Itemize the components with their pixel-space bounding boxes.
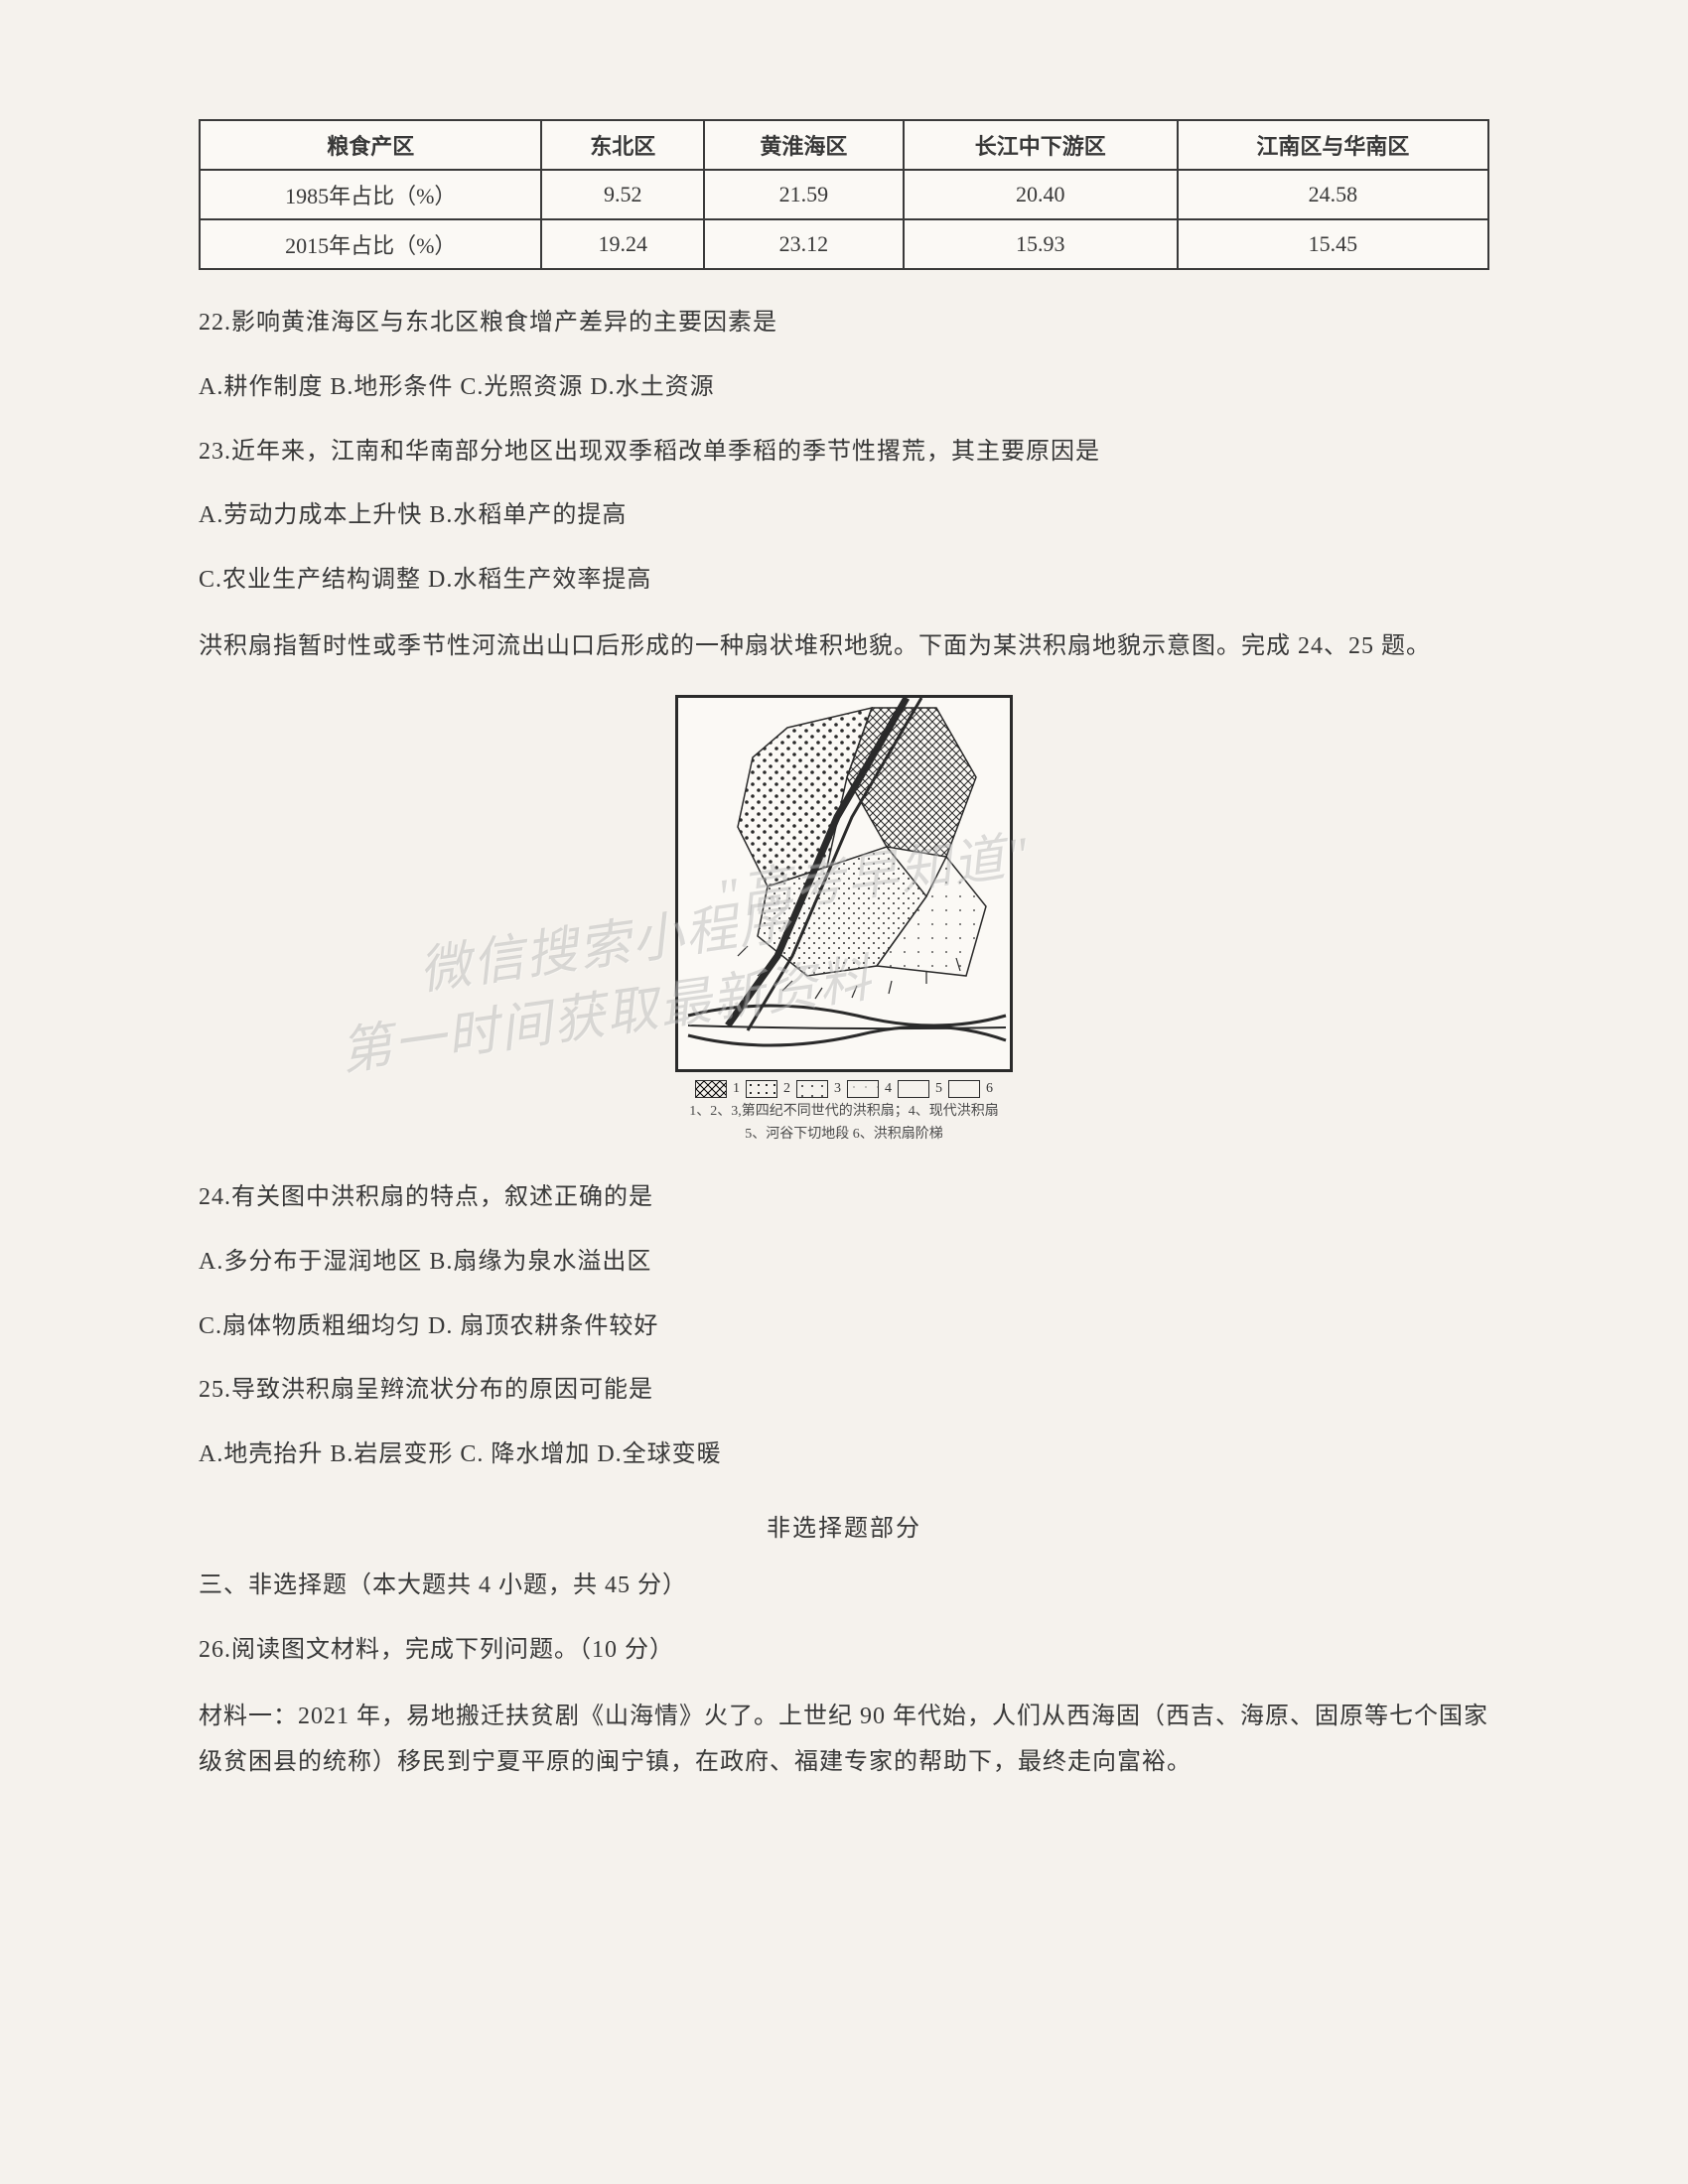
table-cell: 21.59 <box>704 170 904 219</box>
passage-fan: 洪积扇指暂时性或季节性河流出山口后形成的一种扇状堆积地貌。下面为某洪积扇地貌示意… <box>199 623 1489 670</box>
table-row: 2015年占比（%） 19.24 23.12 15.93 15.45 <box>200 219 1488 269</box>
legend-label: 4 <box>885 1081 892 1097</box>
table-row: 1985年占比（%） 9.52 21.59 20.40 24.58 <box>200 170 1488 219</box>
table-cell: 20.40 <box>904 170 1178 219</box>
alluvial-fan-svg <box>678 698 1013 1072</box>
q26-stem: 26.阅读图文材料，完成下列问题。（10 分） <box>199 1627 1489 1674</box>
table-row-label: 1985年占比（%） <box>200 170 541 219</box>
legend-label: 5 <box>935 1081 942 1097</box>
legend-label: 1 <box>733 1081 740 1097</box>
figure-frame <box>675 695 1013 1072</box>
table-cell: 15.45 <box>1178 219 1488 269</box>
legend-swatch <box>746 1080 777 1098</box>
legend-swatch <box>796 1080 828 1098</box>
legend-swatch <box>695 1080 727 1098</box>
q25-options: A.地壳抬升 B.岩层变形 C. 降水增加 D.全球变暖 <box>199 1432 1489 1478</box>
material-1: 材料一：2021 年，易地搬迁扶贫剧《山海情》火了。上世纪 90 年代始，人们从… <box>199 1694 1489 1787</box>
table-header: 东北区 <box>541 120 703 170</box>
q24-options-cd: C.扇体物质粗细均匀 D. 扇顶农耕条件较好 <box>199 1303 1489 1350</box>
table-cell: 15.93 <box>904 219 1178 269</box>
legend-label: 2 <box>783 1081 790 1097</box>
q23-options-ab: A.劳动力成本上升快 B.水稻单产的提高 <box>199 492 1489 539</box>
section2-heading: 非选择题部分 <box>199 1508 1489 1543</box>
legend-label: 3 <box>834 1081 841 1097</box>
figure-legend: 1 2 3 4 5 6 <box>695 1080 993 1098</box>
table-header-row: 粮食产区 东北区 黄淮海区 长江中下游区 江南区与华南区 <box>200 120 1488 170</box>
table-header: 江南区与华南区 <box>1178 120 1488 170</box>
table-row-label: 2015年占比（%） <box>200 219 541 269</box>
legend-swatch <box>898 1080 929 1098</box>
legend-label: 6 <box>986 1081 993 1097</box>
table-cell: 23.12 <box>704 219 904 269</box>
figure-caption-2: 5、河谷下切地段 6、洪积扇阶梯 <box>745 1125 943 1145</box>
q23-stem: 23.近年来，江南和华南部分地区出现双季稻改单季稻的季节性撂荒，其主要原因是 <box>199 429 1489 476</box>
legend-swatch <box>948 1080 980 1098</box>
figure-caption-1: 1、2、3,第四纪不同世代的洪积扇；4、现代洪积扇 <box>689 1102 999 1122</box>
table-cell: 19.24 <box>541 219 703 269</box>
q24-options-ab: A.多分布于湿润地区 B.扇缘为泉水溢出区 <box>199 1239 1489 1286</box>
legend-swatch <box>847 1080 879 1098</box>
q22-stem: 22.影响黄淮海区与东北区粮食增产差异的主要因素是 <box>199 300 1489 346</box>
grain-yield-table: 粮食产区 东北区 黄淮海区 长江中下游区 江南区与华南区 1985年占比（%） … <box>199 119 1489 270</box>
table-header: 黄淮海区 <box>704 120 904 170</box>
table-cell: 9.52 <box>541 170 703 219</box>
table-header: 长江中下游区 <box>904 120 1178 170</box>
table-header: 粮食产区 <box>200 120 541 170</box>
q24-stem: 24.有关图中洪积扇的特点，叙述正确的是 <box>199 1174 1489 1221</box>
q23-options-cd: C.农业生产结构调整 D.水稻生产效率提高 <box>199 557 1489 604</box>
section3-title: 三、非选择题（本大题共 4 小题，共 45 分） <box>199 1563 1489 1609</box>
q22-options: A.耕作制度 B.地形条件 C.光照资源 D.水土资源 <box>199 364 1489 411</box>
alluvial-fan-figure: 1 2 3 4 5 6 1、2、3,第四纪不同世代的洪积扇；4、现代洪积扇 5、… <box>199 695 1489 1145</box>
table-cell: 24.58 <box>1178 170 1488 219</box>
q25-stem: 25.导致洪积扇呈辫流状分布的原因可能是 <box>199 1367 1489 1414</box>
